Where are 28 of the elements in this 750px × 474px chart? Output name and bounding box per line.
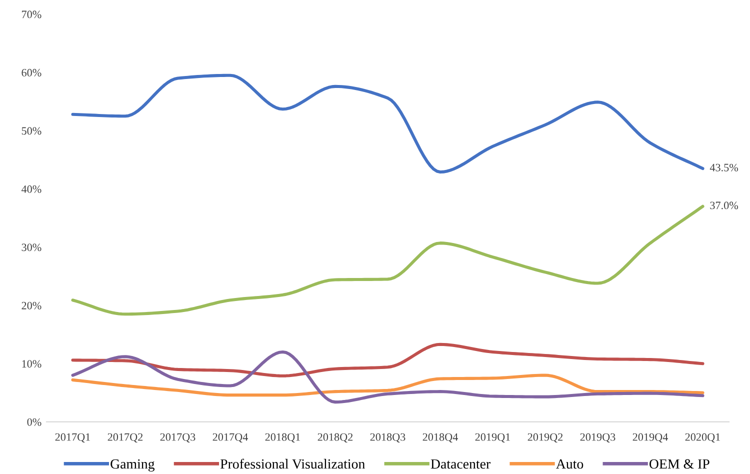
x-tick-label: 2017Q4 [212, 433, 248, 442]
x-tick-label: 2019Q3 [580, 433, 616, 442]
y-tick-label: 70% [22, 10, 42, 18]
x-tick-label: 2019Q2 [528, 433, 563, 442]
x-tick-label: 2017Q1 [55, 433, 90, 442]
legend-label: Auto [556, 459, 584, 469]
y-tick-label: 0% [27, 418, 42, 426]
x-tick-label: 2018Q3 [370, 433, 406, 442]
y-tick-label: 50% [22, 127, 42, 135]
y-tick-label: 20% [22, 302, 42, 310]
x-tick-label: 2017Q3 [160, 433, 196, 442]
x-tick-label: 2020Q1 [685, 433, 720, 442]
y-tick-label: 60% [22, 68, 42, 76]
annotation: 43.5% [710, 164, 738, 172]
x-tick-label: 2018Q1 [265, 433, 300, 442]
legend-label: Gaming [110, 459, 155, 472]
legend-label: Professional Visualization [220, 458, 365, 469]
x-tick-label: 2019Q1 [475, 433, 510, 442]
x-tick-label: 2018Q2 [318, 433, 353, 442]
y-tick-label: 30% [22, 244, 42, 252]
annotation: 37.0% [710, 202, 738, 210]
x-tick-label: 2019Q4 [632, 433, 668, 442]
y-tick-label: 10% [22, 360, 42, 368]
y-tick-label: 40% [21, 185, 42, 193]
legend-label: OEM & IP [650, 459, 710, 469]
x-tick-label: 2017Q2 [108, 433, 143, 442]
x-tick-label: 2018Q4 [422, 433, 458, 442]
legend-label: Datacenter [430, 459, 490, 469]
